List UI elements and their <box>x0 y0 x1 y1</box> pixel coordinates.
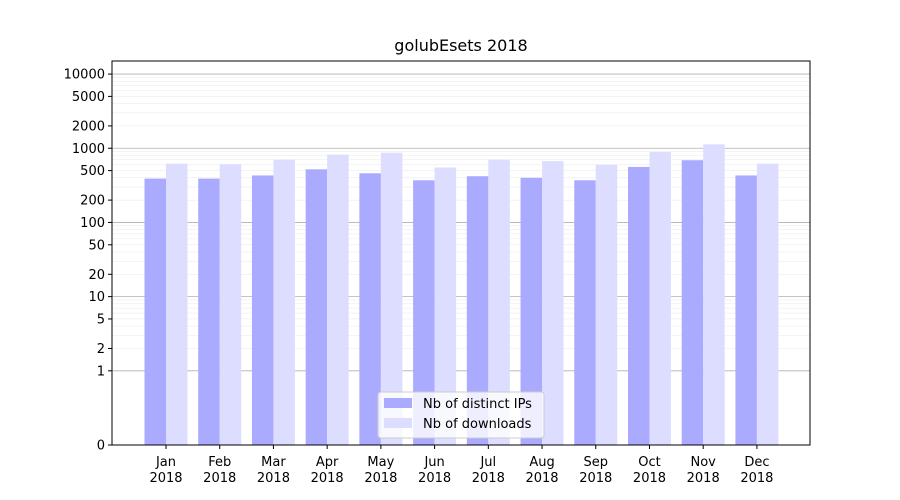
bar-distinct-ips <box>413 180 435 445</box>
bar-distinct-ips <box>681 160 704 445</box>
y-tick-label: 100 <box>80 216 105 231</box>
legend: Nb of distinct IPs Nb of downloads <box>377 391 545 439</box>
y-tick-label: 10000 <box>64 68 105 83</box>
bar-distinct-ips <box>466 176 489 445</box>
x-tick-label-month: Jul <box>479 455 496 470</box>
bars <box>144 144 779 446</box>
x-tick-label-month: Dec <box>744 455 769 470</box>
x-tick-label-month: Feb <box>208 455 231 470</box>
x-tick-label-year: 2018 <box>364 471 397 486</box>
bar-distinct-ips <box>735 175 757 446</box>
x-tick-label-year: 2018 <box>579 471 612 486</box>
x-tick-label-month: Jan <box>155 455 176 470</box>
legend-label: Nb of downloads <box>423 417 532 432</box>
y-tick-label: 0 <box>97 439 105 454</box>
y-tick-label: 1 <box>97 364 105 379</box>
x-tick-label-month: May <box>367 455 394 470</box>
bar-downloads <box>273 159 295 445</box>
x-tick-label-month: Nov <box>691 455 717 470</box>
bar-downloads <box>488 159 510 445</box>
bar-downloads <box>166 163 188 445</box>
y-tick-label: 5 <box>97 312 105 327</box>
x-tick-label-month: Jun <box>423 455 444 470</box>
y-tick-label: 1000 <box>72 142 105 157</box>
bar-downloads <box>380 152 403 445</box>
legend-label: Nb of distinct IPs <box>423 397 532 412</box>
y-tick-label: 200 <box>80 194 105 209</box>
legend-box <box>377 391 545 439</box>
y-axis: 0 1 2 5 10 20 50 100 200 500 1000 2000 5000 10000 <box>64 68 112 454</box>
bar-downloads <box>649 152 671 445</box>
y-tick-label: 2 <box>97 342 105 357</box>
legend-swatch <box>384 398 412 408</box>
bar-distinct-ips <box>574 180 596 445</box>
x-tick-label-year: 2018 <box>472 471 505 486</box>
x-tick-label-month: Aug <box>529 455 554 470</box>
chart-title: golubEsets 2018 <box>394 36 527 55</box>
x-tick-label-year: 2018 <box>203 471 236 486</box>
bar-distinct-ips <box>144 178 166 445</box>
x-tick-label-year: 2018 <box>525 471 558 486</box>
y-tick-label: 500 <box>80 164 105 179</box>
bar-downloads <box>595 164 618 445</box>
x-tick-label-month: Oct <box>638 455 660 470</box>
plot-frame <box>111 60 811 446</box>
bar-distinct-ips <box>251 175 274 446</box>
y-tick-label: 5000 <box>72 90 105 105</box>
x-tick-label-year: 2018 <box>740 471 773 486</box>
x-tick-label-year: 2018 <box>311 471 344 486</box>
bar-downloads <box>756 163 779 445</box>
bar-distinct-ips <box>305 169 328 445</box>
bar-distinct-ips <box>198 178 220 445</box>
y-tick-label: 10 <box>88 290 105 305</box>
bar-distinct-ips <box>627 166 650 445</box>
bar-downloads <box>219 164 242 446</box>
y-tick-label: 2000 <box>72 119 105 134</box>
bar-downloads <box>542 161 564 446</box>
x-tick-label-year: 2018 <box>149 471 182 486</box>
bar-downloads <box>327 154 349 445</box>
bar-distinct-ips <box>359 173 381 445</box>
bar-downloads <box>703 144 725 445</box>
bar-distinct-ips <box>520 177 543 445</box>
bar-downloads <box>434 167 457 445</box>
x-tick-label-year: 2018 <box>687 471 720 486</box>
y-tick-label: 50 <box>88 238 105 253</box>
x-tick-label-year: 2018 <box>418 471 451 486</box>
legend-swatch <box>384 418 412 428</box>
x-tick-label-month: Apr <box>316 455 339 470</box>
y-tick-label: 20 <box>88 268 105 283</box>
x-tick-label-month: Sep <box>584 455 609 470</box>
x-axis: Jan2018Feb2018Mar2018Apr2018May2018Jun20… <box>149 445 773 486</box>
x-tick-label-month: Mar <box>261 455 286 470</box>
x-tick-label-year: 2018 <box>257 471 290 486</box>
x-tick-label-year: 2018 <box>633 471 666 486</box>
